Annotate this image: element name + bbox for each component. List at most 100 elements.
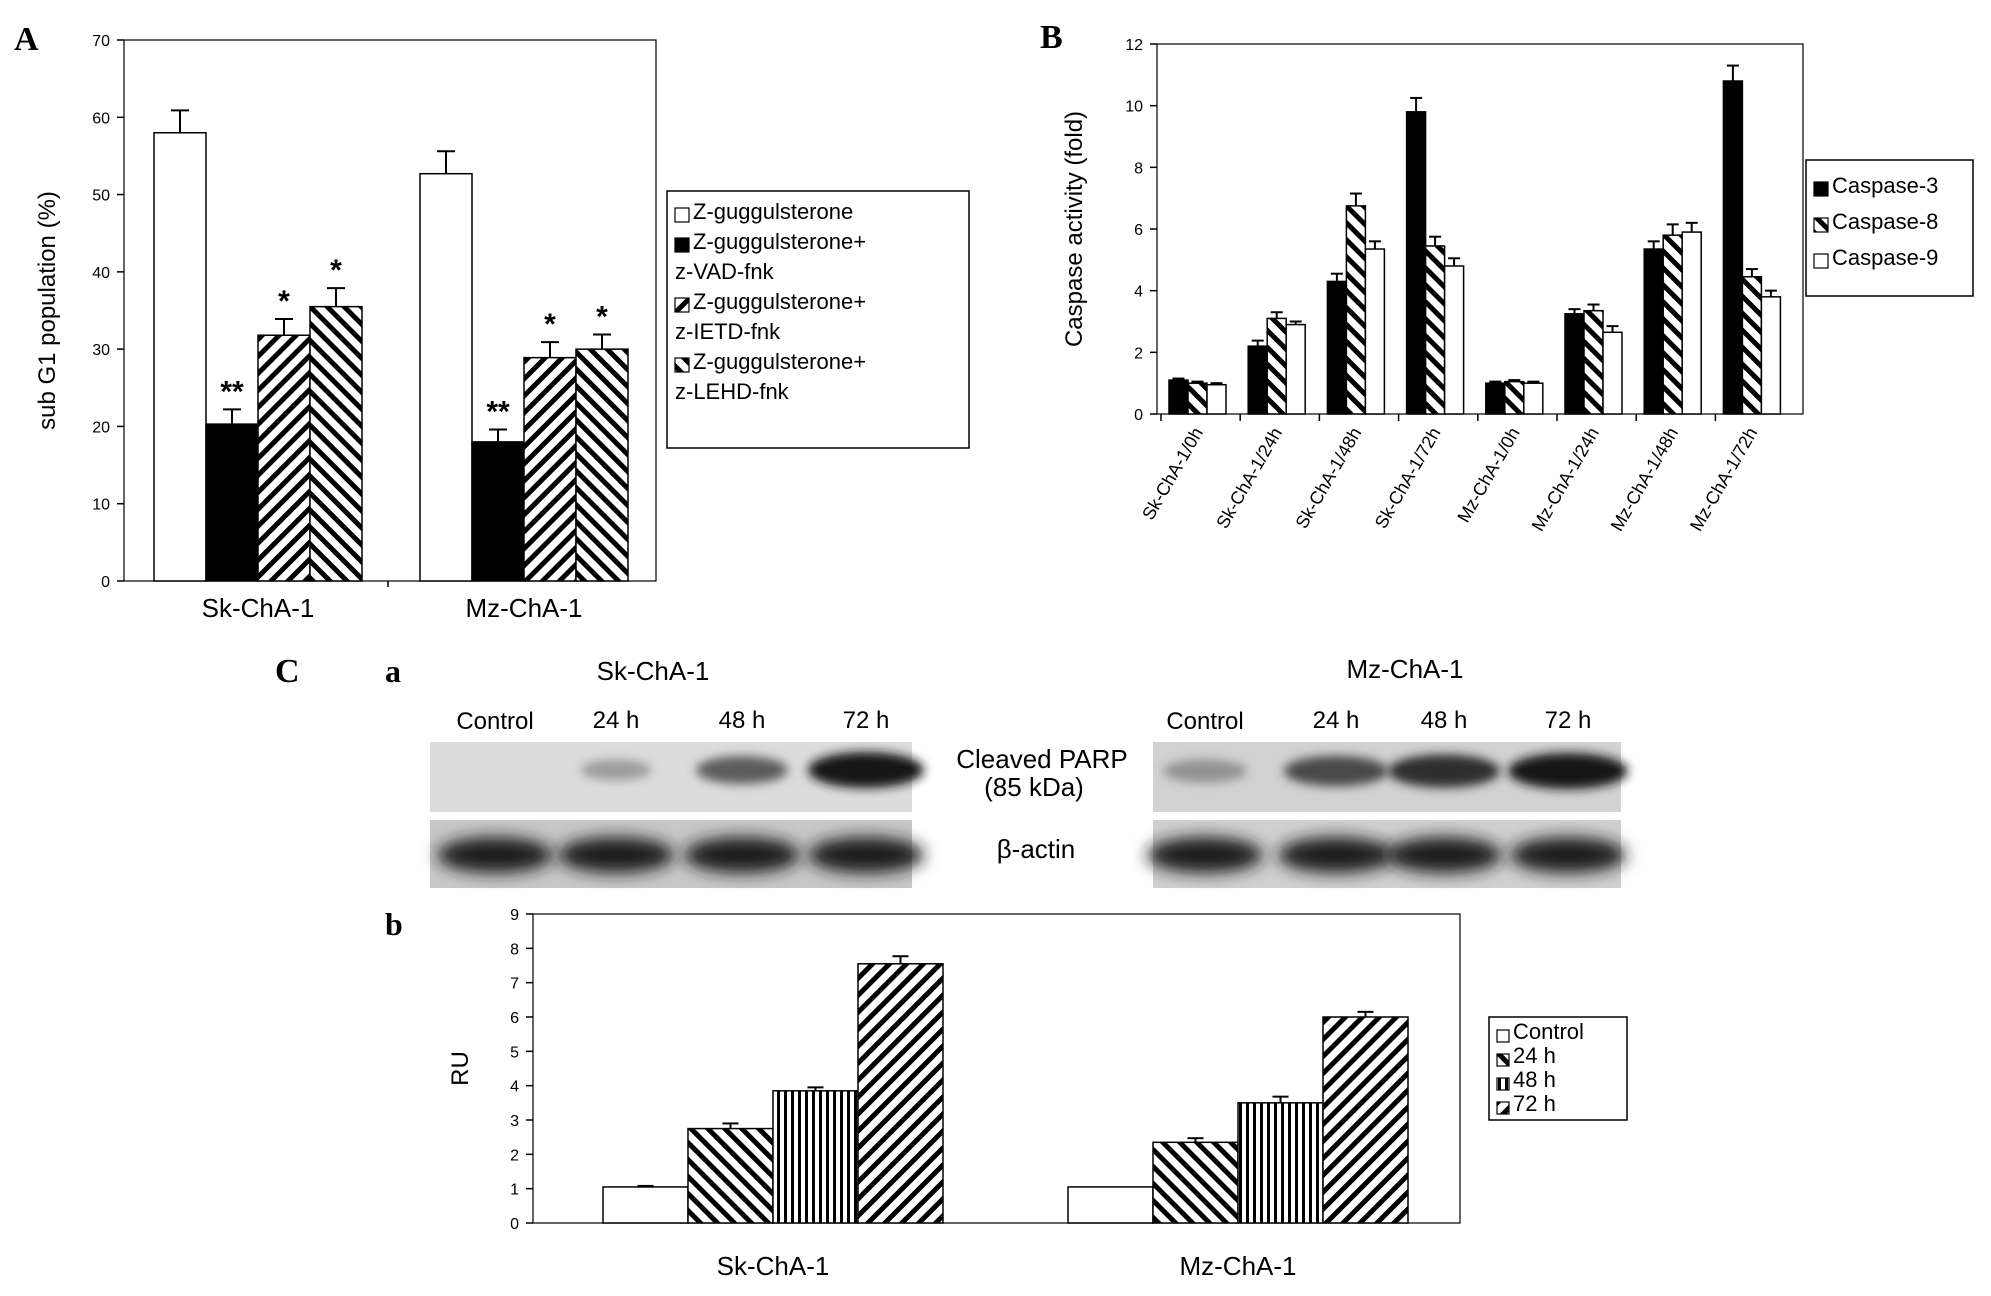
actin-band	[1386, 837, 1502, 873]
actin-band	[558, 837, 674, 873]
actin-band	[1278, 837, 1394, 873]
bar	[419, 172, 473, 582]
subpanel-label-a: a	[385, 653, 401, 689]
x-category-label: Sk-ChA-1	[202, 593, 315, 623]
legend-box	[666, 190, 970, 449]
subpanel-label-b: b	[385, 906, 403, 942]
bar	[309, 305, 363, 582]
bar	[1168, 379, 1189, 415]
legend-label: Caspase-9	[1832, 245, 1938, 270]
bar	[1523, 382, 1544, 415]
y-tick-label: 50	[92, 188, 110, 205]
lane-label-right-0: Control	[1166, 708, 1243, 735]
x-category-label: Mz-ChA-1	[465, 593, 582, 623]
parp-band	[1387, 754, 1501, 788]
bar	[1443, 265, 1465, 415]
bar	[1564, 313, 1585, 415]
bar	[1322, 1016, 1409, 1224]
parp-band	[1508, 753, 1628, 789]
bar	[1504, 380, 1525, 415]
x-category-label: Mz-ChA-1/24h	[1528, 424, 1603, 534]
legend-box	[1805, 159, 1974, 297]
legend-swatch	[1813, 253, 1829, 269]
bar	[1405, 111, 1427, 415]
legend-label: 72 h	[1513, 1091, 1556, 1116]
blot-bands	[437, 752, 1628, 873]
lane-label-left-0: Control	[456, 708, 533, 735]
legend-swatch	[1813, 217, 1829, 233]
y-tick-label: 40	[92, 265, 110, 282]
actin-band	[437, 837, 553, 873]
y-tick-label: 8	[510, 941, 519, 958]
significance-mark: *	[544, 308, 556, 341]
actin-band	[684, 837, 800, 873]
legend-swatch	[674, 297, 690, 313]
y-tick-label: 4	[510, 1079, 519, 1096]
bar	[1067, 1186, 1154, 1224]
y-tick-label: 5	[510, 1044, 519, 1061]
parp-band	[1283, 755, 1389, 787]
x-category-label: Sk-ChA-1/0h	[1138, 424, 1207, 523]
lane-label-left-3: 72 h	[843, 707, 890, 734]
actin-band	[808, 837, 924, 873]
significance-mark: **	[220, 375, 244, 408]
x-category-label: Sk-ChA-1/48h	[1292, 424, 1366, 532]
x-category-label: Mz-ChA-1/0h	[1453, 424, 1523, 526]
lane-label-right-2: 48 h	[1421, 707, 1468, 734]
y-tick-label: 2	[510, 1147, 519, 1164]
plot-frame	[123, 39, 657, 582]
significance-mark: *	[278, 285, 290, 318]
bar	[523, 356, 577, 582]
lane-label-right-3: 72 h	[1545, 707, 1592, 734]
y-tick-label: 10	[92, 497, 110, 514]
bar	[1247, 345, 1268, 415]
y-axis-title: Caspase activity (fold)	[1061, 111, 1088, 347]
parp-band	[696, 756, 788, 784]
legend-label: Caspase-3	[1832, 173, 1938, 198]
plot-frame	[532, 913, 1461, 1224]
significance-mark: **	[486, 396, 510, 429]
y-tick-label: 3	[510, 1113, 519, 1130]
significance-mark: *	[596, 300, 608, 333]
bar	[1152, 1141, 1239, 1224]
legend-label: Z-guggulsterone+	[693, 289, 866, 314]
bar	[1345, 205, 1367, 415]
bar	[575, 348, 629, 582]
bar	[1485, 382, 1506, 415]
bar	[602, 1186, 689, 1224]
y-tick-label: 70	[92, 33, 110, 50]
legend-swatch	[1496, 1077, 1510, 1091]
bar	[1662, 234, 1683, 415]
legend-label: z-LEHD-fnk	[675, 379, 790, 404]
x-category-label: Mz-ChA-1	[1179, 1251, 1296, 1281]
bar	[1424, 245, 1446, 415]
blot-right-title: Mz-ChA-1	[1346, 654, 1463, 684]
parp-band	[580, 759, 652, 781]
y-tick-label: 6	[1134, 222, 1143, 239]
legend-swatch	[674, 207, 690, 223]
actin-band	[1147, 837, 1263, 873]
bar	[1602, 331, 1623, 415]
y-tick-label: 0	[101, 574, 110, 591]
legend-swatch	[1813, 181, 1829, 197]
bar	[1722, 80, 1744, 415]
parp-band	[1163, 759, 1247, 783]
bar	[1760, 296, 1782, 415]
bar	[1583, 309, 1604, 415]
y-tick-label: 2	[1134, 345, 1143, 362]
x-category-label: Mz-ChA-1/48h	[1607, 424, 1682, 534]
bar	[1643, 248, 1664, 415]
y-tick-label: 60	[92, 110, 110, 127]
lane-label-right-1: 24 h	[1313, 707, 1360, 734]
y-tick-label: 30	[92, 342, 110, 359]
y-tick-label: 0	[510, 1216, 519, 1233]
bar	[687, 1127, 774, 1224]
bar	[205, 423, 259, 582]
lane-label-left-2: 48 h	[719, 707, 766, 734]
y-tick-label: 7	[510, 976, 519, 993]
x-category-label: Sk-ChA-1/72h	[1371, 424, 1445, 532]
blot-left-title: Sk-ChA-1	[597, 656, 710, 686]
